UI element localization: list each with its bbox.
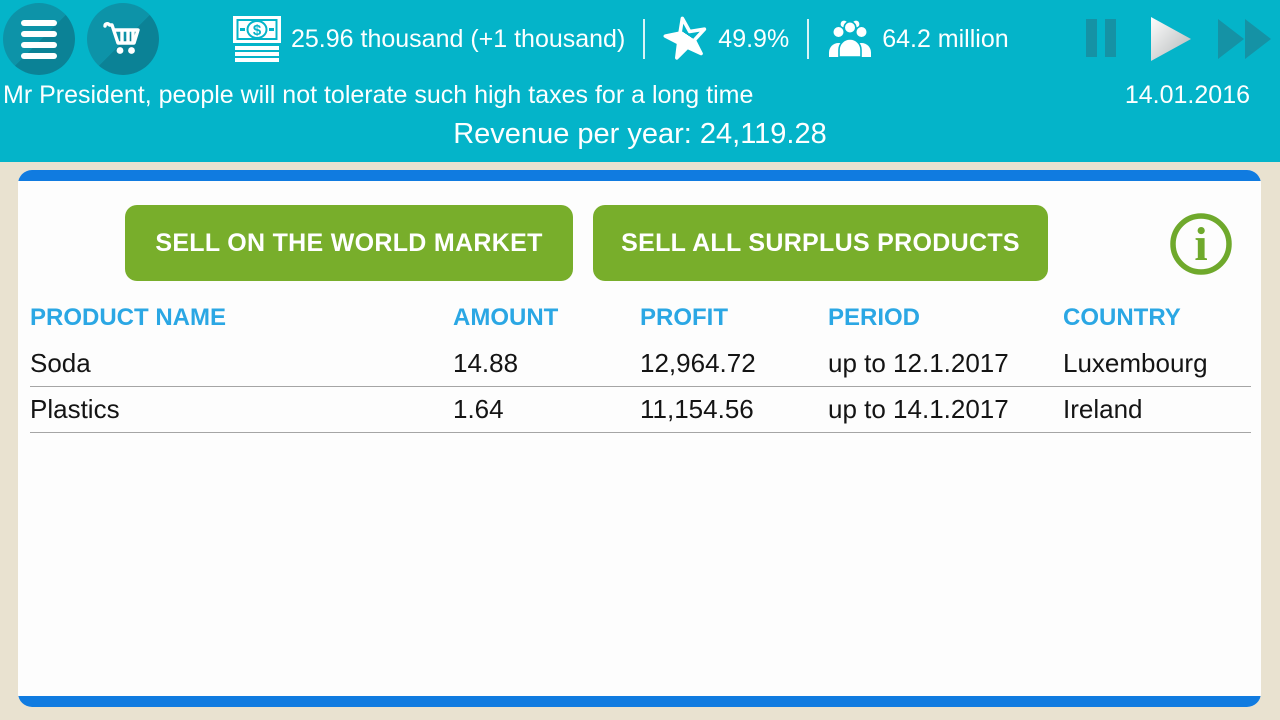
money-icon: $: [232, 16, 282, 62]
population-value: 64.2 million: [882, 24, 1009, 53]
col-product-name: PRODUCT NAME: [30, 304, 226, 331]
cell-profit: 12,964.72: [640, 341, 828, 387]
world-market-panel: SELL ON THE WORLD MARKET SELL ALL SURPLU…: [18, 170, 1261, 707]
cell-product: Soda: [30, 341, 453, 387]
cell-product: Plastics: [30, 386, 453, 433]
menu-icon: [3, 3, 75, 75]
stat-divider: [643, 19, 646, 59]
revenue-per-year: Revenue per year: 24,119.28: [453, 118, 827, 150]
svg-text:i: i: [1194, 218, 1207, 271]
panel-top-border: [18, 170, 1261, 181]
contracts-table: PRODUCT NAME AMOUNT PROFIT PERIOD COUNTR…: [30, 303, 1251, 433]
shopping-cart-icon: [87, 3, 159, 75]
menu-button[interactable]: [3, 3, 75, 75]
cell-profit: 11,154.56: [640, 386, 828, 433]
cell-period: up to 14.1.2017: [828, 386, 1063, 433]
stat-divider: [807, 19, 810, 59]
table-row[interactable]: Plastics 1.64 11,154.56 up to 14.1.2017 …: [30, 386, 1251, 433]
info-button[interactable]: i: [1168, 211, 1234, 277]
sell-all-surplus-button[interactable]: SELL ALL SURPLUS PRODUCTS: [593, 205, 1048, 281]
svg-text:$: $: [253, 22, 262, 39]
play-button[interactable]: [1150, 16, 1192, 67]
time-controls: [1080, 0, 1280, 78]
cart-button[interactable]: [87, 3, 159, 75]
sell-world-market-button[interactable]: SELL ON THE WORLD MARKET: [125, 205, 573, 281]
game-header: $ 25.96 thousand (+1 thousand) 49.9%: [0, 0, 1280, 162]
money-value: 25.96 thousand (+1 thousand): [291, 24, 626, 53]
cell-country: Ireland: [1063, 386, 1251, 433]
advisor-message-row: Mr President, people will not tolerate s…: [3, 81, 1277, 110]
population-icon: [827, 19, 873, 59]
approval-star-icon: [663, 16, 709, 62]
approval-value: 49.9%: [718, 24, 790, 53]
advisor-message: Mr President, people will not tolerate s…: [3, 81, 754, 109]
fast-forward-button[interactable]: [1218, 19, 1272, 64]
cell-country: Luxembourg: [1063, 341, 1251, 387]
col-profit: PROFIT: [640, 304, 728, 331]
table-header-row: PRODUCT NAME AMOUNT PROFIT PERIOD COUNTR…: [30, 303, 1251, 341]
table-row[interactable]: Soda 14.88 12,964.72 up to 12.1.2017 Lux…: [30, 341, 1251, 387]
cell-period: up to 12.1.2017: [828, 341, 1063, 387]
col-period: PERIOD: [828, 304, 921, 331]
col-amount: AMOUNT: [453, 304, 559, 331]
panel-bottom-border: [18, 696, 1261, 707]
game-date: 14.01.2016: [1124, 81, 1250, 109]
pause-button[interactable]: [1086, 19, 1116, 57]
cell-amount: 1.64: [453, 386, 640, 433]
stats-bar: $ 25.96 thousand (+1 thousand) 49.9%: [232, 0, 1009, 78]
cell-amount: 14.88: [453, 341, 640, 387]
info-icon: i: [1168, 213, 1234, 280]
col-country: COUNTRY: [1063, 304, 1181, 331]
